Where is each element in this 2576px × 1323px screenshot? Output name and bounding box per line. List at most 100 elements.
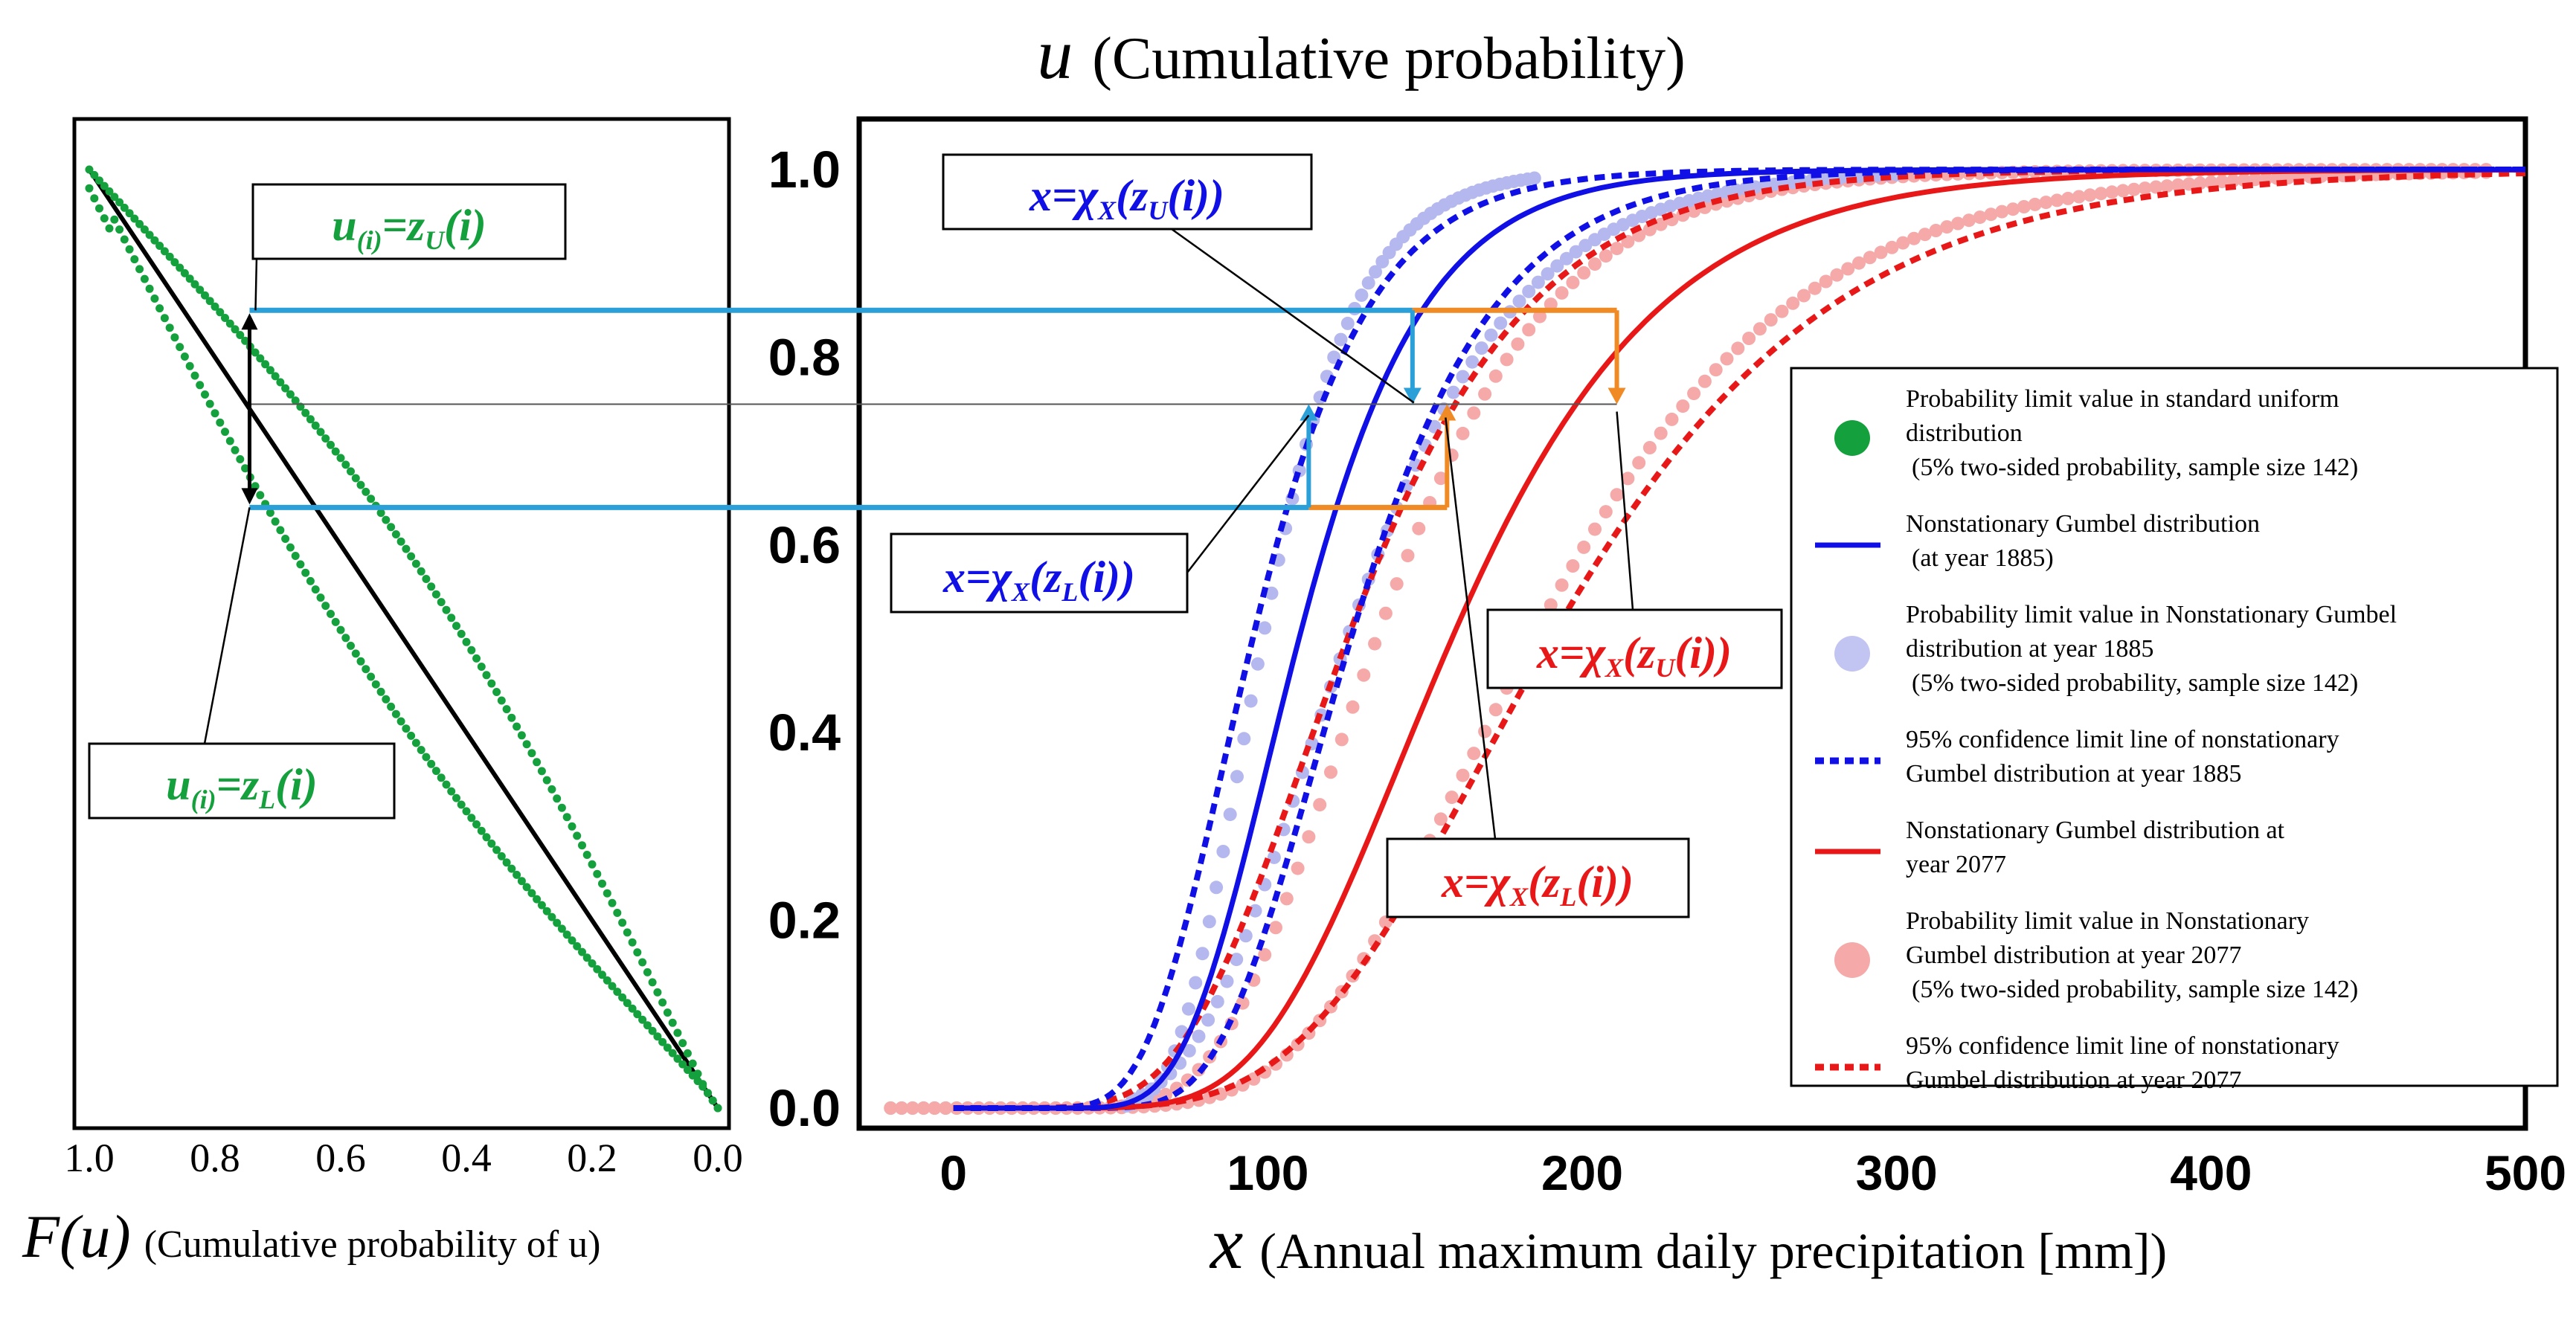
green-dot: [196, 286, 205, 294]
green-dot: [542, 776, 551, 785]
green-dot: [387, 702, 396, 711]
green-dot: [557, 803, 566, 812]
green-dot: [427, 759, 436, 768]
green-dot: [593, 869, 602, 878]
left-x-axis-label: F(u) (Cumulative probability of u): [22, 1203, 600, 1270]
green-dot: [628, 1004, 637, 1013]
curve-dot: [1709, 363, 1723, 377]
green-dot: [533, 895, 542, 904]
curve-dot: [1258, 621, 1272, 635]
green-dot: [502, 858, 511, 867]
green-dot: [90, 170, 99, 179]
green-dot: [507, 713, 516, 722]
green-dot: [553, 918, 562, 927]
green-dot: [457, 800, 466, 809]
y-tick-label: 0.8: [768, 328, 841, 386]
curve-dot: [1500, 353, 1514, 367]
green-dot: [216, 308, 225, 317]
legend-text: Gumbel distribution at year 2077: [1906, 1066, 2241, 1094]
curve-dot: [1223, 808, 1237, 822]
green-dot: [180, 268, 189, 277]
curve-dot: [1182, 1043, 1196, 1058]
green-dot: [90, 194, 99, 203]
green-dot: [316, 593, 325, 602]
curve-dot: [1355, 288, 1369, 302]
green-dot: [472, 820, 481, 828]
curve-dot: [1201, 1013, 1215, 1027]
green-dot: [185, 274, 194, 283]
green-dot: [170, 333, 179, 342]
green-dot: [211, 302, 219, 311]
green-dot: [276, 378, 285, 387]
green-dot: [533, 758, 542, 767]
green-dot: [85, 165, 94, 174]
curve-dot: [1456, 768, 1470, 782]
green-dot: [573, 831, 582, 840]
green-dot: [110, 215, 119, 224]
curve-dot: [1720, 352, 1734, 366]
green-dot: [165, 323, 174, 332]
green-dot: [698, 1080, 707, 1089]
green-dot: [487, 679, 496, 688]
green-dot: [482, 671, 491, 680]
curve-dot: [1527, 171, 1541, 185]
legend-text: Gumbel distribution at year 1885: [1906, 760, 2241, 788]
green-dot: [623, 999, 632, 1008]
green-dot: [678, 1060, 687, 1069]
curve-dot: [2138, 181, 2152, 196]
green-dot: [472, 654, 481, 663]
green-dot: [442, 605, 451, 614]
green-dot: [251, 348, 260, 357]
green-dot: [407, 731, 416, 740]
curve-dot: [1511, 337, 1525, 351]
green-dot: [582, 953, 591, 962]
curve-dot: [1412, 521, 1426, 535]
curve-dot: [2182, 177, 2196, 191]
curve-dot: [1962, 213, 1976, 228]
green-dot: [185, 361, 194, 370]
green-dot: [598, 970, 606, 979]
green-dot: [261, 360, 270, 369]
green-dot: [447, 787, 456, 796]
green-dot: [497, 852, 506, 860]
legend-dot: [1834, 942, 1870, 978]
green-dot: [371, 680, 380, 689]
curve-dot: [1995, 205, 2009, 219]
green-dot: [196, 381, 205, 390]
green-dot: [648, 1026, 657, 1035]
green-dot: [105, 224, 114, 233]
green-dot: [382, 515, 391, 524]
green-dot: [527, 749, 536, 758]
green-dot: [653, 988, 662, 997]
legend: Probability limit value in standard unif…: [1790, 367, 2559, 1094]
green-dot: [356, 480, 365, 489]
curve-dot: [1313, 798, 1327, 812]
curve-dot: [1918, 228, 1932, 242]
legend-text: (5% two-sided probability, sample size 1…: [1912, 976, 2358, 1003]
curve-dot: [1401, 549, 1415, 563]
green-dot: [170, 258, 179, 267]
curve-dot: [1841, 262, 1855, 276]
curve-dot: [1742, 332, 1756, 345]
green-dot: [311, 585, 320, 594]
green-dot: [241, 336, 250, 345]
leader-red-upper: [1616, 411, 1634, 611]
right-x-ticks: 0 100 200 300 400 500: [939, 1145, 2566, 1200]
curve-dot: [1541, 267, 1555, 281]
green-dot: [417, 746, 425, 754]
left-x-tick-label: 0.4: [441, 1136, 492, 1180]
curve-dot: [1852, 256, 1866, 270]
green-dot: [527, 889, 536, 898]
green-dot: [271, 372, 280, 381]
green-dot: [145, 284, 154, 293]
green-dot: [643, 968, 652, 976]
green-dot: [120, 235, 129, 244]
leader-u-lower: [203, 507, 251, 744]
green-dot: [100, 214, 109, 223]
orange-up-arrow-head: [1438, 404, 1456, 421]
x-tick-label: 0: [939, 1145, 967, 1200]
green-dot: [391, 709, 400, 718]
curve-dot: [2028, 197, 2042, 211]
left-x-tick-label: 0.0: [693, 1136, 743, 1180]
left-x-tick-label: 0.2: [567, 1136, 617, 1180]
